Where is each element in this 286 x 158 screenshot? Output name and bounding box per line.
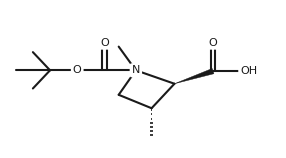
Text: O: O: [209, 38, 217, 48]
Text: O: O: [73, 65, 82, 75]
Text: N: N: [132, 65, 140, 75]
Text: O: O: [100, 38, 109, 48]
Text: O: O: [209, 38, 217, 48]
Text: OH: OH: [240, 66, 257, 76]
Text: O: O: [73, 65, 82, 75]
Text: O: O: [100, 38, 109, 48]
Text: N: N: [132, 65, 140, 75]
Polygon shape: [174, 68, 214, 84]
Text: OH: OH: [240, 66, 257, 76]
